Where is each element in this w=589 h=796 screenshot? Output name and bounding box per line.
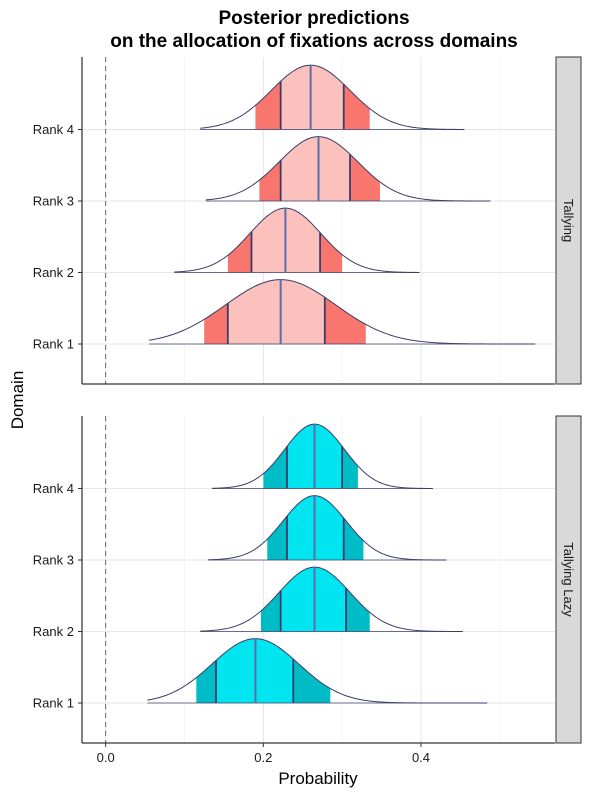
ridge-outline	[208, 495, 447, 561]
y-tick-label: Rank 1	[33, 696, 74, 711]
x-tick-label: 0.2	[254, 750, 272, 765]
ridge-rank-2	[174, 207, 420, 273]
ridge-inner-interval	[280, 567, 347, 632]
ridge-outline	[205, 136, 491, 202]
y-axis-label: Domain	[8, 371, 27, 430]
ridge-outline	[200, 566, 463, 632]
facet-strip	[555, 415, 582, 744]
ridge-rank-1	[148, 279, 536, 345]
y-tick-label: Rank 1	[33, 337, 74, 352]
ridge-rank-1	[147, 638, 488, 704]
ridge-rank-3	[208, 495, 447, 561]
chart-title-line-1: Posterior predictions	[218, 8, 409, 29]
ridge-rank-2	[200, 566, 463, 632]
ridge-inner-interval	[280, 136, 351, 201]
x-tick-label: 0.4	[412, 750, 430, 765]
ridge-rank-3	[205, 136, 491, 202]
y-tick-label: Rank 2	[33, 624, 74, 639]
ridge-outline	[212, 423, 433, 489]
panel-tallying-lazy: Rank 1 Rank 2 Rank 3 Rank 4 Tallying Lazy	[33, 415, 582, 744]
facet-strip-label: Tallying Lazy	[561, 542, 576, 617]
y-tick-label: Rank 3	[33, 553, 74, 568]
x-axis: 0.0 0.2 0.4	[97, 743, 430, 765]
ridge-inner-interval	[280, 65, 344, 130]
x-axis-label: Probability	[278, 769, 358, 788]
y-tick-label: Rank 3	[33, 194, 74, 209]
ridge-rank-4	[212, 423, 433, 489]
y-tick-label: Rank 4	[33, 481, 74, 496]
y-tick-label: Rank 4	[33, 122, 74, 137]
panel-tallying: Rank 1 Rank 2 Rank 3 Rank 4 Tallying	[33, 56, 582, 385]
y-tick-label: Rank 2	[33, 265, 74, 280]
ridge-rank-4	[200, 64, 465, 130]
ridge-inner-interval	[227, 279, 325, 344]
chart-title-line-2: on the allocation of fixations across do…	[110, 31, 518, 52]
x-tick-label: 0.0	[97, 750, 115, 765]
facet-strip	[555, 56, 582, 385]
ridge-outline	[174, 207, 420, 273]
ridge-outline	[200, 64, 465, 130]
facet-strip-label: Tallying	[561, 199, 576, 242]
